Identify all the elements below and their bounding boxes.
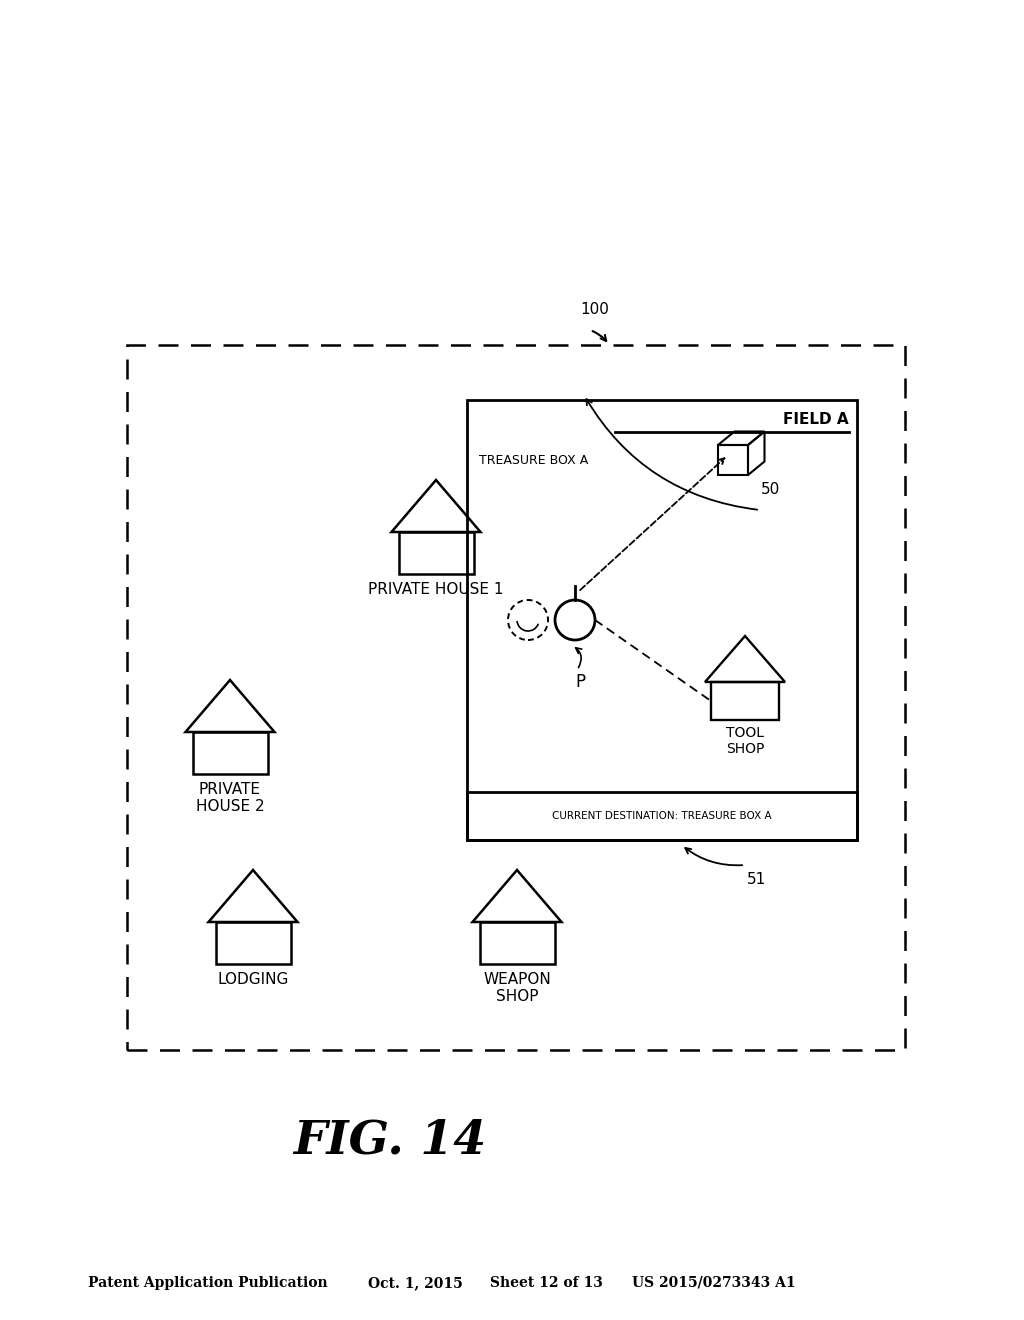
Text: PRIVATE
HOUSE 2: PRIVATE HOUSE 2 [196,781,264,814]
Text: TREASURE BOX A: TREASURE BOX A [479,454,588,466]
Text: FIG. 14: FIG. 14 [294,1117,486,1163]
Text: 50: 50 [761,483,779,498]
Bar [467,792,857,840]
Text: LODGING: LODGING [217,972,289,987]
Bar [467,400,857,840]
Text: Oct. 1, 2015: Oct. 1, 2015 [368,1276,463,1290]
Bar [127,345,905,1049]
Text: WEAPON
SHOP: WEAPON SHOP [483,972,551,1005]
Text: US 2015/0273343 A1: US 2015/0273343 A1 [632,1276,796,1290]
Text: TOOL
SHOP: TOOL SHOP [726,726,764,756]
Text: 100: 100 [581,302,609,318]
Text: Patent Application Publication: Patent Application Publication [88,1276,328,1290]
Text: PRIVATE HOUSE 1: PRIVATE HOUSE 1 [369,582,504,597]
Text: Sheet 12 of 13: Sheet 12 of 13 [490,1276,603,1290]
Text: P: P [574,673,585,690]
Text: FIELD A: FIELD A [783,412,849,428]
Text: CURRENT DESTINATION: TREASURE BOX A: CURRENT DESTINATION: TREASURE BOX A [552,810,772,821]
Text: 51: 51 [748,873,767,887]
